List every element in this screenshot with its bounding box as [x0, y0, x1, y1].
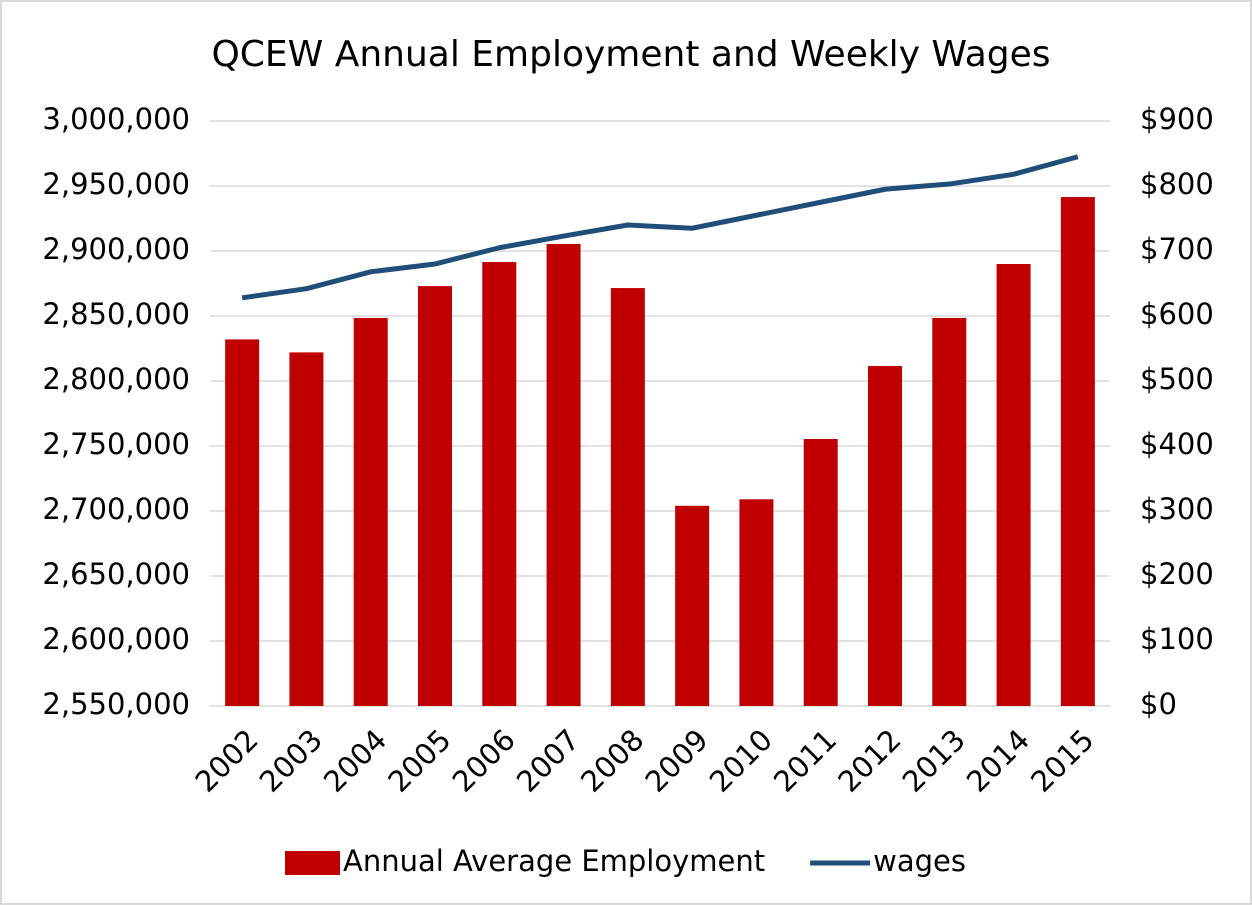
legend-swatch	[285, 851, 340, 875]
y-tick-label: 2,850,000	[42, 297, 190, 331]
y2-tick-label: $0	[1140, 687, 1177, 721]
bar	[932, 317, 967, 706]
bar	[353, 317, 388, 706]
y2-tick-label: $100	[1140, 622, 1214, 656]
bar	[739, 499, 774, 706]
bar	[482, 262, 517, 706]
bar	[418, 286, 452, 706]
y-tick-label: 2,950,000	[42, 167, 190, 201]
legend-label: wages	[873, 844, 966, 878]
legend-label: Annual Average Employment	[343, 844, 765, 878]
bar	[225, 339, 260, 706]
y2-tick-label: $300	[1140, 492, 1214, 526]
y2-tick-label: $500	[1140, 362, 1214, 396]
y-tick-label: 2,750,000	[42, 427, 190, 461]
bar	[803, 438, 838, 706]
y-tick-label: 2,900,000	[42, 232, 190, 266]
y-tick-label: 2,550,000	[42, 687, 190, 721]
y2-tick-label: $200	[1140, 557, 1214, 591]
bar	[1060, 197, 1095, 707]
y-tick-label: 2,650,000	[42, 557, 190, 591]
y-tick-label: 2,700,000	[42, 492, 190, 526]
bar	[675, 505, 710, 706]
y2-tick-label: $800	[1140, 167, 1214, 201]
chart-title: QCEW Annual Employment and Weekly Wages	[211, 34, 1050, 75]
bar	[868, 366, 902, 706]
line	[241, 154, 1079, 301]
y-tick-label: 3,000,000	[42, 102, 190, 136]
y2-tick-label: $900	[1140, 102, 1214, 136]
y-tick-label: 2,600,000	[42, 622, 190, 656]
y2-tick-label: $600	[1140, 297, 1214, 331]
bar	[546, 243, 581, 707]
y-tick-label: 2,800,000	[42, 362, 190, 396]
y2-tick-label: $400	[1140, 427, 1214, 461]
bar	[610, 288, 645, 706]
bar	[996, 264, 1031, 706]
bar	[289, 352, 324, 706]
y2-tick-label: $700	[1140, 232, 1214, 266]
